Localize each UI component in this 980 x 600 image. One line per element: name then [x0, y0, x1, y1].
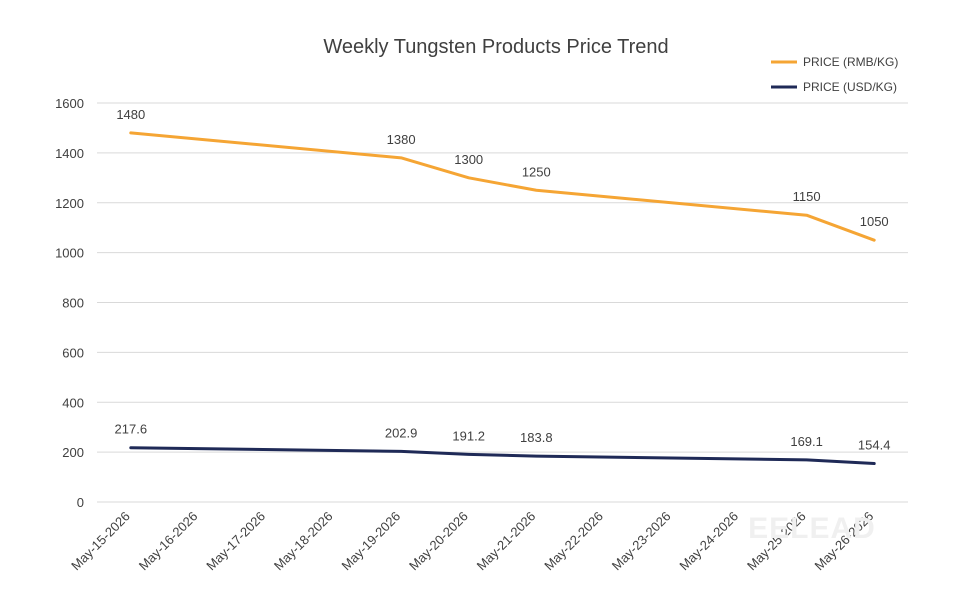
y-tick-label: 1400	[55, 146, 84, 161]
legend-label: PRICE (RMB/KG)	[803, 55, 898, 69]
x-tick-label: May-17-2026	[203, 509, 268, 574]
data-label: 1250	[522, 164, 551, 179]
legend: PRICE (RMB/KG) PRICE (USD/KG)	[771, 55, 898, 94]
data-label: 202.9	[385, 425, 418, 440]
data-label: 169.1	[790, 434, 823, 449]
x-tick-label: May-16-2026	[136, 509, 201, 574]
x-tick-label: May-22-2026	[541, 509, 606, 574]
y-tick-label: 600	[62, 345, 84, 360]
y-tick-label: 800	[62, 296, 84, 311]
data-label: 1050	[860, 214, 889, 229]
data-label: 1150	[793, 189, 821, 204]
data-label: 217.6	[115, 422, 148, 437]
x-tick-label: May-19-2026	[338, 509, 403, 574]
y-tick-label: 1200	[55, 196, 84, 211]
y-tick-label: 1600	[55, 96, 84, 111]
data-label: 154.4	[858, 437, 891, 452]
y-tick-label: 400	[62, 395, 84, 410]
x-tick-label: May-23-2026	[609, 509, 674, 574]
y-tick-label: 200	[62, 445, 84, 460]
series-line-1	[129, 446, 876, 465]
grid-lines	[97, 102, 908, 503]
data-label: 1480	[116, 107, 145, 122]
data-label: 183.8	[520, 430, 553, 445]
y-tick-label: 1000	[55, 246, 84, 261]
x-tick-label: May-20-2026	[406, 509, 471, 574]
legend-label: PRICE (USD/KG)	[803, 80, 897, 94]
chart-title: Weekly Tungsten Products Price Trend	[323, 36, 668, 58]
series-lines	[129, 131, 876, 465]
data-label: 1380	[387, 132, 416, 147]
y-tick-label: 0	[77, 495, 84, 510]
y-axis-ticks: 0 200 400 600 800 1000 1200 1400 1600	[55, 96, 84, 510]
x-tick-label: May-18-2026	[271, 509, 336, 574]
x-tick-label: May-15-2026	[68, 509, 133, 574]
data-labels: 1480 1380 1300 1250 1150 1050 217.6 202.9 191.2 1…	[115, 107, 891, 453]
data-label: 191.2	[452, 428, 485, 443]
series-line-0	[129, 131, 876, 242]
x-tick-label: May-21-2026	[474, 509, 539, 574]
data-label: 1300	[454, 152, 483, 167]
x-tick-label: May-24-2026	[676, 509, 741, 574]
watermark: EELEAD	[748, 512, 876, 545]
